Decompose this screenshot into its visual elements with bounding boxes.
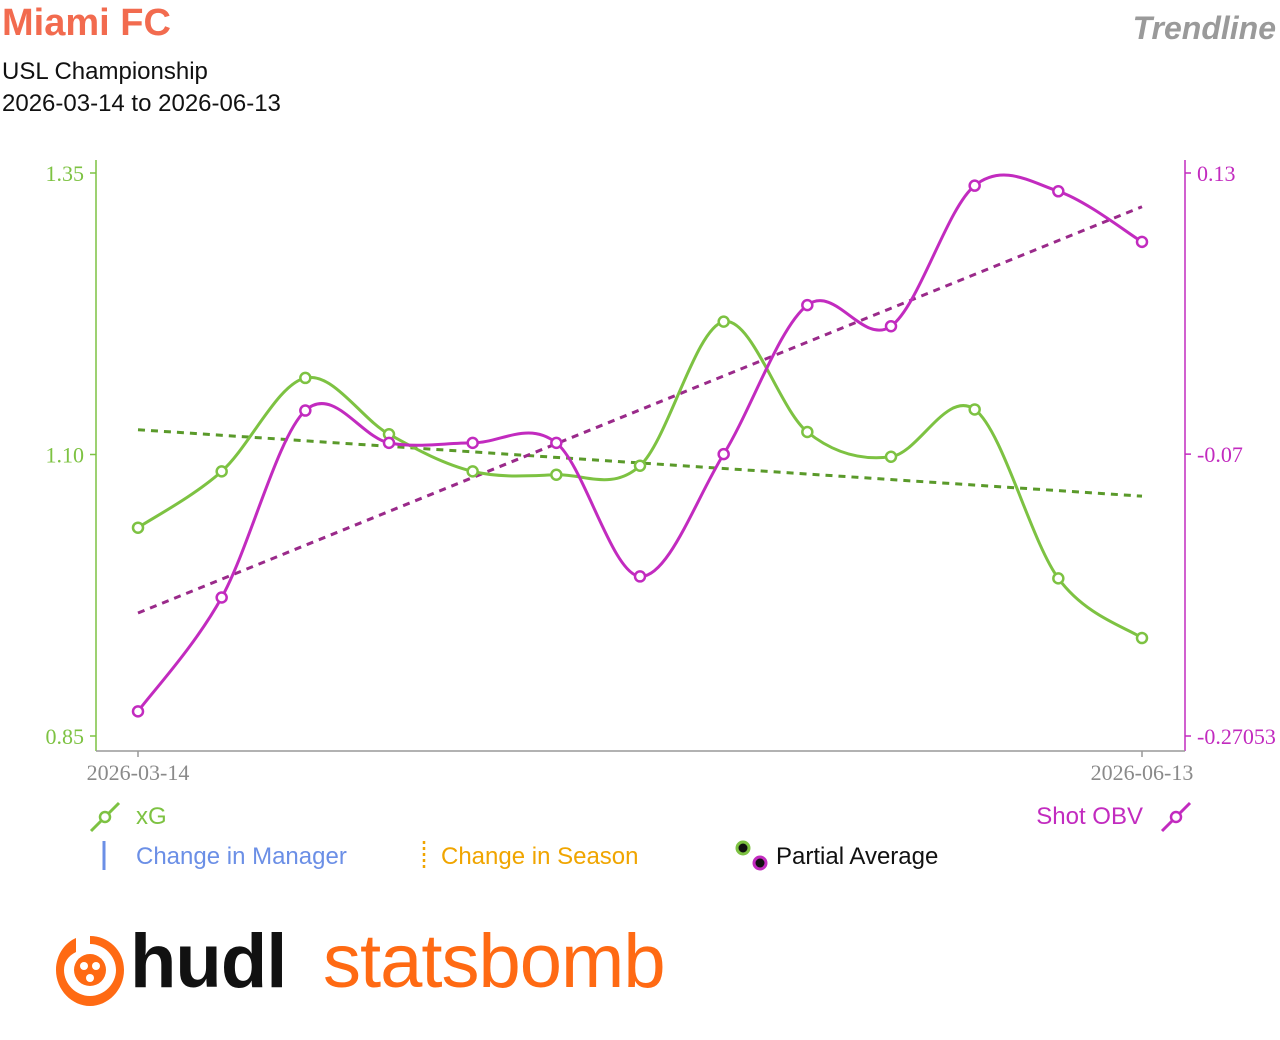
xg-line [137, 320, 1143, 640]
xg-point [884, 450, 898, 464]
competition-name: USL Championship [2, 58, 208, 85]
obv-point [633, 570, 647, 583]
brand-hudl: hudl [130, 919, 287, 1004]
x-tick-label: 2026-06-13 [1091, 760, 1194, 785]
xg-point [717, 315, 730, 328]
series-points [131, 179, 1149, 718]
left-tick-label: 1.35 [46, 161, 85, 186]
obv-point [466, 436, 479, 450]
obv-point [1135, 235, 1149, 249]
xg-legend-label: xG [136, 803, 167, 830]
xg-legend-marker [98, 810, 112, 824]
obv-point [968, 179, 981, 192]
xg-point [215, 465, 228, 478]
chart-mode-label: Trendline [1132, 10, 1276, 46]
xg-trendline [137, 428, 1143, 498]
obv-line [136, 173, 1143, 713]
obv-point [550, 436, 563, 450]
trendlines [137, 205, 1143, 615]
axes [95, 160, 1186, 752]
xg-point [968, 403, 981, 416]
partial-obv-icon [752, 855, 768, 871]
series-lines [136, 173, 1143, 713]
team-name: Miami FC [2, 2, 171, 44]
obv-point [1052, 185, 1065, 198]
obv-trendline [137, 205, 1143, 615]
xg-point [1135, 631, 1149, 645]
left-tick-label: 1.10 [46, 443, 85, 468]
xg-point [1052, 572, 1065, 585]
xg-point [299, 371, 312, 385]
legend: xG Shot OBV Change in Manager Change in Sea… [89, 801, 1192, 871]
brand-statsbomb: statsbomb [323, 919, 666, 1004]
obv-point [801, 298, 814, 312]
xg-point [466, 465, 479, 478]
obv-point [215, 591, 228, 604]
x-tick-label: 2026-03-14 [87, 760, 190, 785]
trend-chart: 1.35 1.10 0.85 0.13 -0.07 -0.27053 2026-03-14 2… [46, 160, 1276, 871]
xg-point [131, 521, 145, 534]
obv-legend-label: Shot OBV [1036, 803, 1143, 830]
obv-legend-marker [1169, 810, 1183, 824]
hudl-logo-icon [56, 936, 124, 1006]
right-tick-label: -0.07 [1197, 442, 1243, 467]
partial-xg-icon [735, 840, 751, 856]
right-tick-label: 0.13 [1197, 161, 1236, 186]
right-tick-label: -0.27053 [1197, 724, 1276, 749]
partial-legend-label: Partial Average [776, 843, 938, 870]
obv-point [717, 447, 730, 461]
xg-point [633, 459, 647, 473]
obv-point [299, 404, 312, 417]
season-legend-label: Change in Season [441, 843, 638, 870]
xg-point [801, 425, 814, 439]
tick-labels: 1.35 1.10 0.85 0.13 -0.07 -0.27053 2026-03-14 2… [46, 161, 1276, 785]
obv-point [131, 705, 145, 718]
date-range: 2026-03-14 to 2026-06-13 [2, 90, 281, 117]
manager-legend-label: Change in Manager [136, 843, 347, 870]
xg-point [550, 468, 563, 482]
obv-point [382, 436, 396, 450]
left-tick-label: 0.85 [46, 724, 85, 749]
obv-point [884, 319, 898, 333]
